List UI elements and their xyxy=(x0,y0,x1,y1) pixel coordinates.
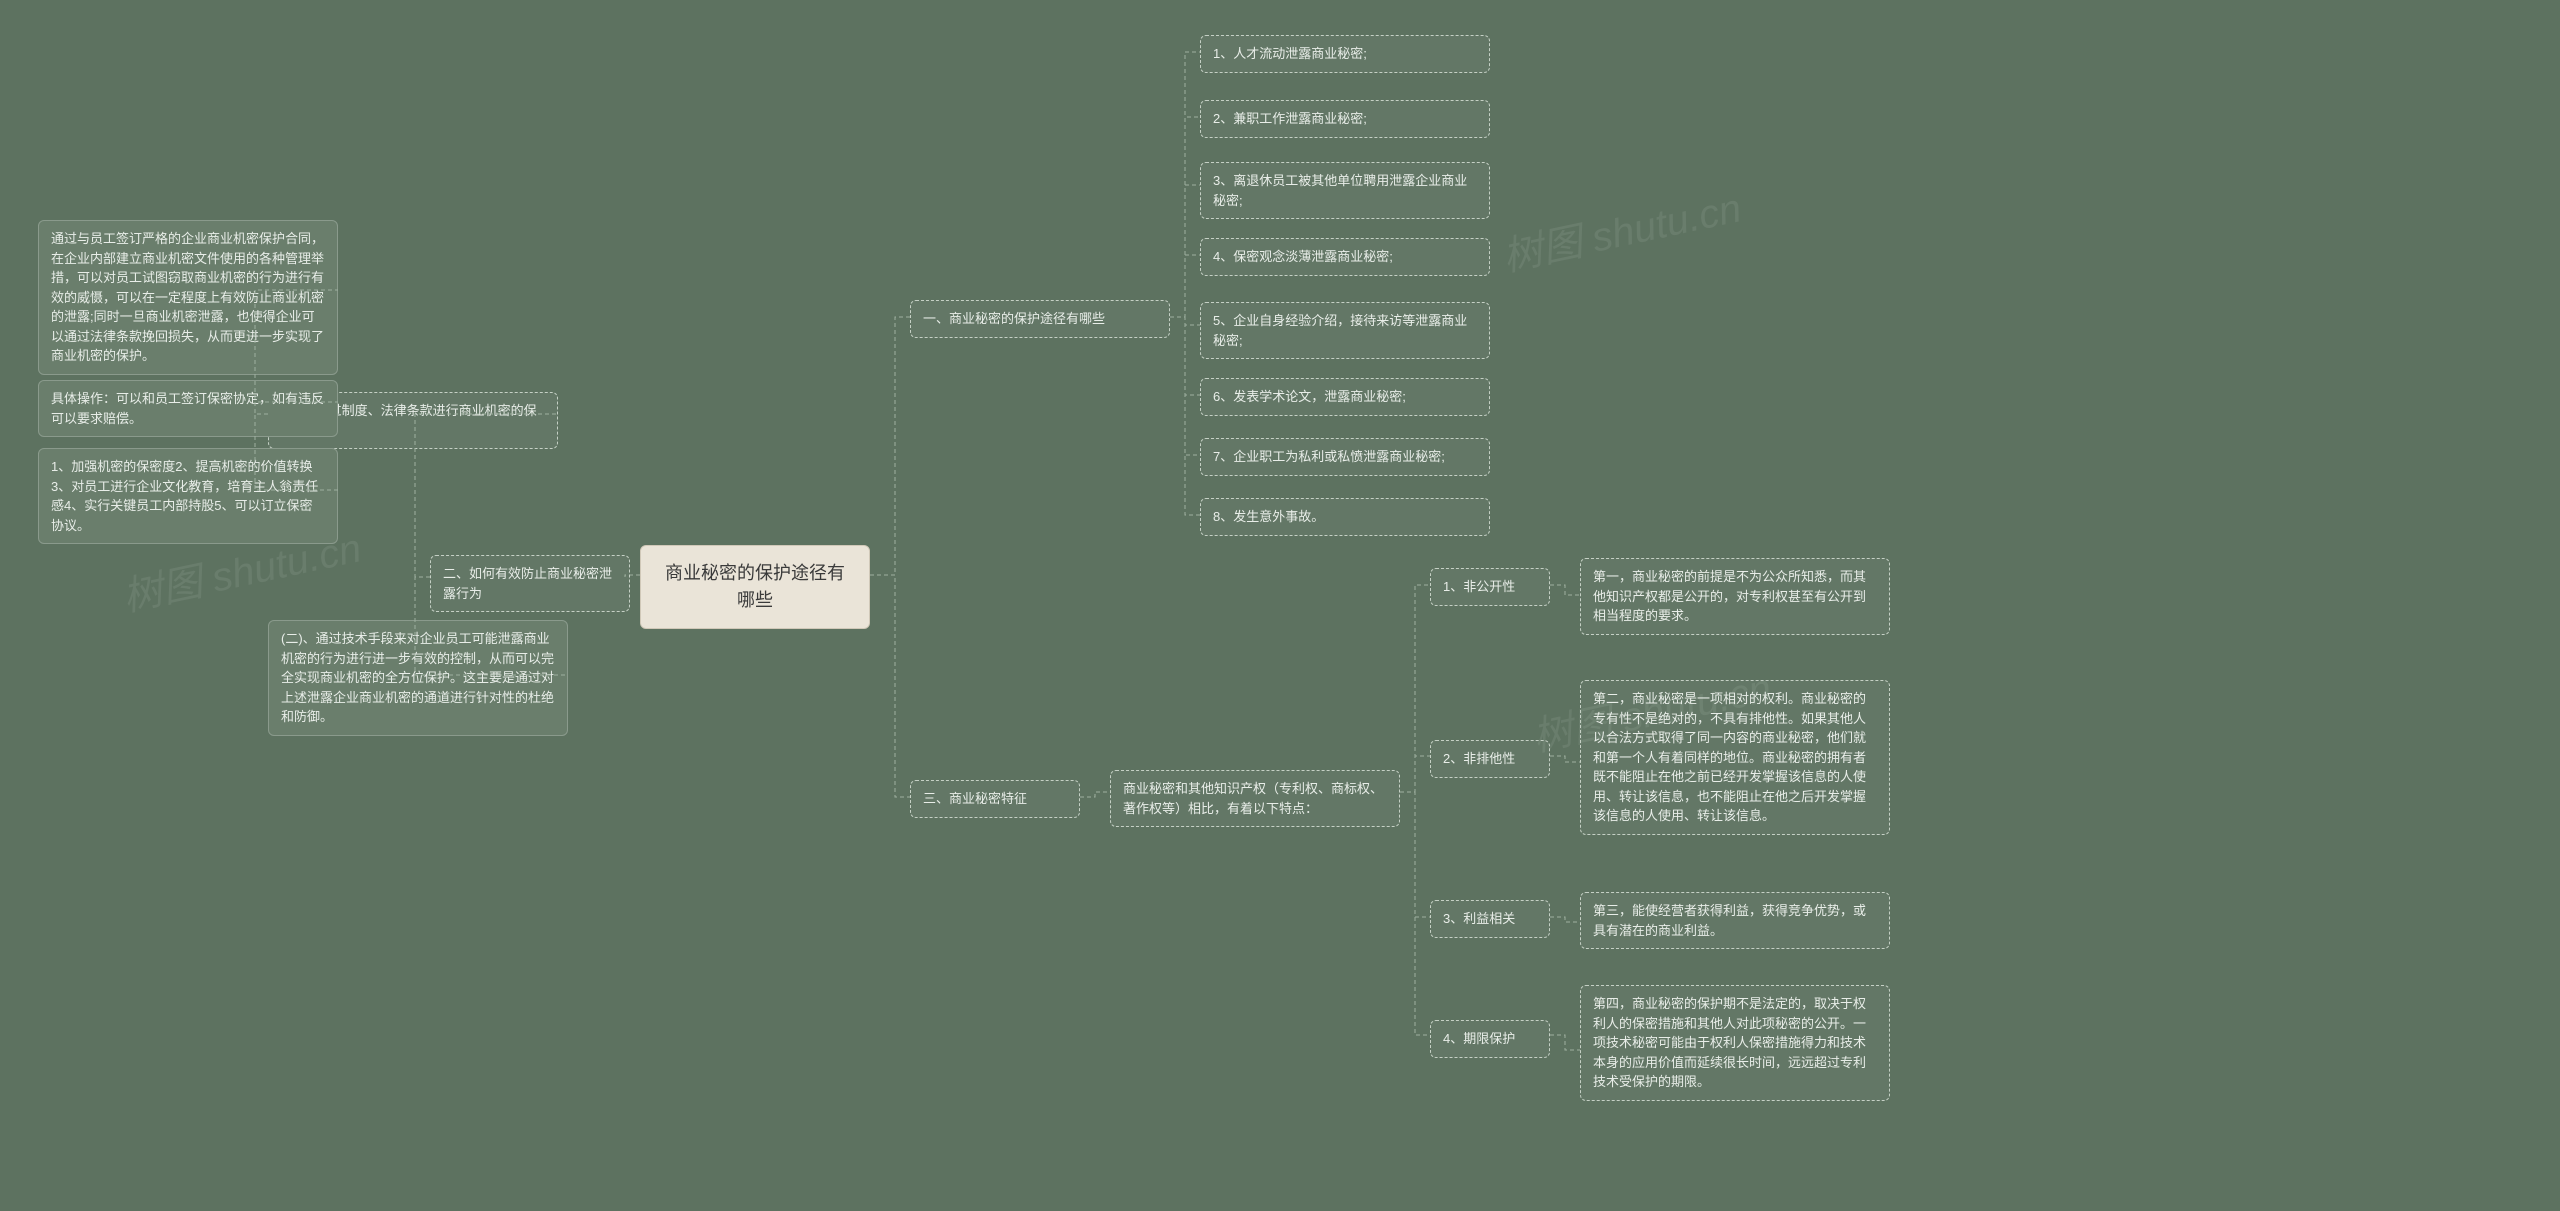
node-text: 2、兼职工作泄露商业秘密; xyxy=(1213,111,1367,126)
branch3-desc: 第二，商业秘密是一项相对的权利。商业秘密的专有性不是绝对的，不具有排他性。如果其… xyxy=(1580,680,1890,835)
branch1-item: 4、保密观念淡薄泄露商业秘密; xyxy=(1200,238,1490,276)
branch1-title: 一、商业秘密的保护途径有哪些 xyxy=(910,300,1170,338)
branch2-sub2: (二)、通过技术手段来对企业员工可能泄露商业机密的行为进行进一步有效的控制，从而… xyxy=(268,620,568,736)
node-text: 一、商业秘密的保护途径有哪些 xyxy=(923,311,1105,326)
node-text: 商业秘密和其他知识产权（专利权、商标权、著作权等）相比，有着以下特点： xyxy=(1123,781,1383,816)
node-text: 1、人才流动泄露商业秘密; xyxy=(1213,46,1367,61)
node-text: 7、企业职工为私利或私愤泄露商业秘密; xyxy=(1213,449,1445,464)
node-text: (二)、通过技术手段来对企业员工可能泄露商业机密的行为进行进一步有效的控制，从而… xyxy=(281,631,554,724)
branch2-sub1-item: 具体操作：可以和员工签订保密协定，如有违反可以要求赔偿。 xyxy=(38,380,338,437)
branch2-sub1-item: 1、加强机密的保密度2、提高机密的价值转换3、对员工进行企业文化教育，培育主人翁… xyxy=(38,448,338,544)
node-text: 二、如何有效防止商业秘密泄露行为 xyxy=(443,566,612,601)
node-text: 5、企业自身经验介绍，接待来访等泄露商业秘密; xyxy=(1213,313,1467,348)
branch1-item: 8、发生意外事故。 xyxy=(1200,498,1490,536)
branch3-title: 三、商业秘密特征 xyxy=(910,780,1080,818)
node-text: 第三，能使经营者获得利益，获得竞争优势，或具有潜在的商业利益。 xyxy=(1593,903,1866,938)
node-text: 4、保密观念淡薄泄露商业秘密; xyxy=(1213,249,1393,264)
branch2-title: 二、如何有效防止商业秘密泄露行为 xyxy=(430,555,630,612)
node-text: 1、非公开性 xyxy=(1443,579,1515,594)
branch3-intro: 商业秘密和其他知识产权（专利权、商标权、著作权等）相比，有着以下特点： xyxy=(1110,770,1400,827)
node-text: 1、加强机密的保密度2、提高机密的价值转换3、对员工进行企业文化教育，培育主人翁… xyxy=(51,459,318,533)
branch1-item: 7、企业职工为私利或私愤泄露商业秘密; xyxy=(1200,438,1490,476)
root-text: 商业秘密的保护途径有哪些 xyxy=(665,563,845,610)
node-text: 3、离退休员工被其他单位聘用泄露企业商业秘密; xyxy=(1213,173,1467,208)
branch1-item: 5、企业自身经验介绍，接待来访等泄露商业秘密; xyxy=(1200,302,1490,359)
node-text: 通过与员工签订严格的企业商业机密保护合同，在企业内部建立商业机密文件使用的各种管… xyxy=(51,231,324,363)
branch3-desc: 第四，商业秘密的保护期不是法定的，取决于权利人的保密措施和其他人对此项秘密的公开… xyxy=(1580,985,1890,1101)
node-text: 第一，商业秘密的前提是不为公众所知悉，而其他知识产权都是公开的，对专利权甚至有公… xyxy=(1593,569,1866,623)
branch3-desc: 第三，能使经营者获得利益，获得竞争优势，或具有潜在的商业利益。 xyxy=(1580,892,1890,949)
branch3-label: 4、期限保护 xyxy=(1430,1020,1550,1058)
branch1-item: 2、兼职工作泄露商业秘密; xyxy=(1200,100,1490,138)
branch3-label: 2、非排他性 xyxy=(1430,740,1550,778)
branch1-item: 3、离退休员工被其他单位聘用泄露企业商业秘密; xyxy=(1200,162,1490,219)
branch1-item: 1、人才流动泄露商业秘密; xyxy=(1200,35,1490,73)
node-text: 6、发表学术论文，泄露商业秘密; xyxy=(1213,389,1406,404)
node-text: 2、非排他性 xyxy=(1443,751,1515,766)
node-text: 8、发生意外事故。 xyxy=(1213,509,1324,524)
node-text: 第四，商业秘密的保护期不是法定的，取决于权利人的保密措施和其他人对此项秘密的公开… xyxy=(1593,996,1866,1089)
branch3-desc: 第一，商业秘密的前提是不为公众所知悉，而其他知识产权都是公开的，对专利权甚至有公… xyxy=(1580,558,1890,635)
branch1-item: 6、发表学术论文，泄露商业秘密; xyxy=(1200,378,1490,416)
node-text: 3、利益相关 xyxy=(1443,911,1515,926)
node-text: 第二，商业秘密是一项相对的权利。商业秘密的专有性不是绝对的，不具有排他性。如果其… xyxy=(1593,691,1866,823)
root-node: 商业秘密的保护途径有哪些 xyxy=(640,545,870,629)
node-text: 具体操作：可以和员工签订保密协定，如有违反可以要求赔偿。 xyxy=(51,391,324,426)
branch2-sub1-item: 通过与员工签订严格的企业商业机密保护合同，在企业内部建立商业机密文件使用的各种管… xyxy=(38,220,338,375)
branch3-label: 1、非公开性 xyxy=(1430,568,1550,606)
watermark: 树图 shutu.cn xyxy=(1497,175,1746,282)
branch3-label: 3、利益相关 xyxy=(1430,900,1550,938)
node-text: 三、商业秘密特征 xyxy=(923,791,1027,806)
node-text: 4、期限保护 xyxy=(1443,1031,1515,1046)
